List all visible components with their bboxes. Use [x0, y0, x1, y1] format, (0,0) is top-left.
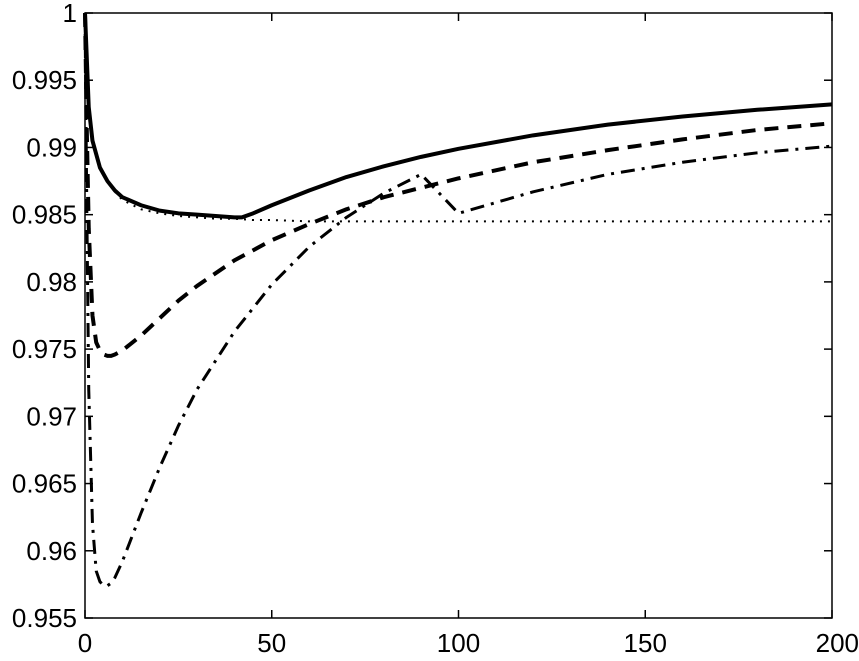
- y-tick-label-0.98: 0.98: [26, 267, 77, 297]
- plot-area-background: [85, 13, 832, 618]
- y-tick-label-0.995: 0.995: [12, 65, 77, 95]
- y-tick-label-0.985: 0.985: [12, 200, 77, 230]
- plot-frame: [84, 12, 833, 619]
- x-tick-label-100: 100: [437, 628, 480, 658]
- series-layer: [83, 12, 833, 588]
- series-line-dashed-2: [83, 12, 833, 358]
- y-tick-label-0.955: 0.955: [12, 603, 77, 633]
- y-tick-label-0.97: 0.97: [26, 401, 77, 431]
- y-tick-label-1: 1: [63, 0, 77, 28]
- y-tick-label-0.96: 0.96: [26, 536, 77, 566]
- series-line-dashdot-3: [83, 12, 833, 588]
- x-tick-label-200: 200: [816, 628, 859, 658]
- x-tick-label-150: 150: [624, 628, 667, 658]
- y-tick-label-0.965: 0.965: [12, 469, 77, 499]
- series-line-solid-1: [83, 12, 833, 220]
- y-tick-label-0.975: 0.975: [12, 334, 77, 364]
- tick-layer: 0 50 100 150 200 0.955 0.96 0.965 0.97 0.975 0.98 0…: [12, 0, 859, 658]
- x-tick-label-0: 0: [78, 628, 92, 658]
- y-tick-label-0.99: 0.99: [26, 132, 77, 162]
- x-tick-label-50: 50: [257, 628, 286, 658]
